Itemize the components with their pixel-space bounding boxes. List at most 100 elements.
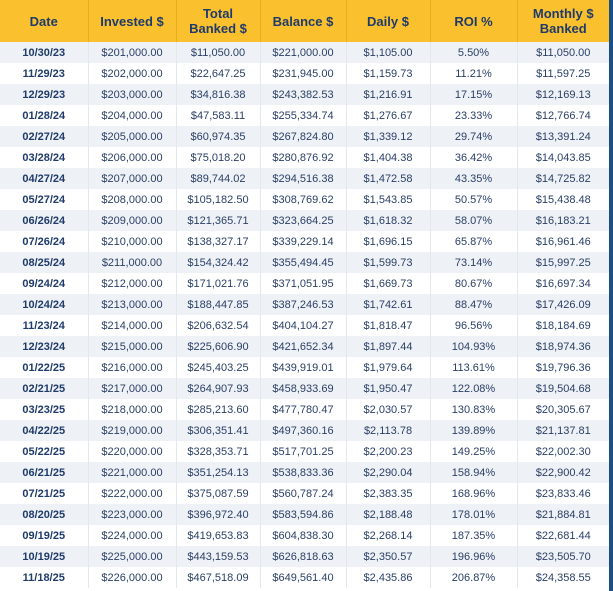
cell-roi[interactable]: 50.57% <box>430 189 518 210</box>
cell-date[interactable]: 08/20/25 <box>0 504 89 525</box>
cell-invested[interactable]: $218,000.00 <box>88 399 177 420</box>
cell-total-banked[interactable]: $375,087.59 <box>176 483 261 504</box>
cell-date[interactable]: 07/26/24 <box>0 231 89 252</box>
cell-balance[interactable]: $458,933.69 <box>260 378 347 399</box>
cell-monthly-banked[interactable]: $13,391.24 <box>517 126 609 147</box>
cell-monthly-banked[interactable]: $21,884.81 <box>517 504 609 525</box>
cell-roi[interactable]: 206.87% <box>430 567 518 588</box>
cell-monthly-banked[interactable]: $15,997.25 <box>517 252 609 273</box>
cell-date[interactable]: 09/19/25 <box>0 525 89 546</box>
cell-total-banked[interactable]: $264,907.93 <box>176 378 261 399</box>
cell-balance[interactable]: $255,334.74 <box>260 105 347 126</box>
cell-total-banked[interactable]: $419,653.83 <box>176 525 261 546</box>
cell-monthly-banked[interactable]: $24,358.55 <box>517 567 609 588</box>
cell-invested[interactable]: $211,000.00 <box>88 252 177 273</box>
cell-invested[interactable]: $209,000.00 <box>88 210 177 231</box>
cell-daily[interactable]: $1,897.44 <box>346 336 431 357</box>
cell-monthly-banked[interactable]: $14,725.82 <box>517 168 609 189</box>
cell-daily[interactable]: $1,618.32 <box>346 210 431 231</box>
cell-total-banked[interactable]: $34,816.38 <box>176 84 261 105</box>
cell-daily[interactable]: $1,950.47 <box>346 378 431 399</box>
cell-roi[interactable]: 139.89% <box>430 420 518 441</box>
cell-date[interactable]: 06/26/24 <box>0 210 89 231</box>
cell-monthly-banked[interactable]: $18,184.69 <box>517 315 609 336</box>
cell-roi[interactable]: 36.42% <box>430 147 518 168</box>
cell-date[interactable]: 10/30/23 <box>0 42 89 63</box>
cell-roi[interactable]: 104.93% <box>430 336 518 357</box>
cell-total-banked[interactable]: $60,974.35 <box>176 126 261 147</box>
header-monthly-banked[interactable]: Monthly $ Banked <box>517 0 609 42</box>
cell-total-banked[interactable]: $89,744.02 <box>176 168 261 189</box>
cell-daily[interactable]: $2,200.23 <box>346 441 431 462</box>
cell-daily[interactable]: $2,350.57 <box>346 546 431 567</box>
cell-daily[interactable]: $1,159.73 <box>346 63 431 84</box>
cell-invested[interactable]: $202,000.00 <box>88 63 177 84</box>
cell-total-banked[interactable]: $75,018.20 <box>176 147 261 168</box>
cell-balance[interactable]: $421,652.34 <box>260 336 347 357</box>
cell-balance[interactable]: $649,561.40 <box>260 567 347 588</box>
cell-monthly-banked[interactable]: $21,137.81 <box>517 420 609 441</box>
header-roi[interactable]: ROI % <box>430 0 518 42</box>
cell-monthly-banked[interactable]: $22,681.44 <box>517 525 609 546</box>
cell-date[interactable]: 09/24/24 <box>0 273 89 294</box>
cell-daily[interactable]: $2,290.04 <box>346 462 431 483</box>
cell-date[interactable]: 05/22/25 <box>0 441 89 462</box>
cell-balance[interactable]: $439,919.01 <box>260 357 347 378</box>
cell-invested[interactable]: $220,000.00 <box>88 441 177 462</box>
cell-date[interactable]: 10/19/25 <box>0 546 89 567</box>
cell-daily[interactable]: $1,543.85 <box>346 189 431 210</box>
cell-total-banked[interactable]: $225,606.90 <box>176 336 261 357</box>
cell-roi[interactable]: 29.74% <box>430 126 518 147</box>
cell-date[interactable]: 08/25/24 <box>0 252 89 273</box>
cell-roi[interactable]: 196.96% <box>430 546 518 567</box>
cell-date[interactable]: 03/28/24 <box>0 147 89 168</box>
cell-roi[interactable]: 149.25% <box>430 441 518 462</box>
cell-daily[interactable]: $1,276.67 <box>346 105 431 126</box>
cell-invested[interactable]: $206,000.00 <box>88 147 177 168</box>
cell-date[interactable]: 11/29/23 <box>0 63 89 84</box>
cell-monthly-banked[interactable]: $11,050.00 <box>517 42 609 63</box>
cell-monthly-banked[interactable]: $19,504.68 <box>517 378 609 399</box>
cell-total-banked[interactable]: $396,972.40 <box>176 504 261 525</box>
cell-invested[interactable]: $223,000.00 <box>88 504 177 525</box>
cell-total-banked[interactable]: $121,365.71 <box>176 210 261 231</box>
header-invested[interactable]: Invested $ <box>88 0 177 42</box>
cell-invested[interactable]: $212,000.00 <box>88 273 177 294</box>
header-date[interactable]: Date <box>0 0 89 42</box>
cell-invested[interactable]: $208,000.00 <box>88 189 177 210</box>
cell-invested[interactable]: $224,000.00 <box>88 525 177 546</box>
cell-invested[interactable]: $210,000.00 <box>88 231 177 252</box>
header-balance[interactable]: Balance $ <box>260 0 347 42</box>
cell-monthly-banked[interactable]: $20,305.67 <box>517 399 609 420</box>
cell-monthly-banked[interactable]: $14,043.85 <box>517 147 609 168</box>
cell-balance[interactable]: $604,838.30 <box>260 525 347 546</box>
cell-daily[interactable]: $1,979.64 <box>346 357 431 378</box>
cell-date[interactable]: 04/22/25 <box>0 420 89 441</box>
cell-roi[interactable]: 23.33% <box>430 105 518 126</box>
cell-monthly-banked[interactable]: $23,833.46 <box>517 483 609 504</box>
cell-daily[interactable]: $1,742.61 <box>346 294 431 315</box>
cell-daily[interactable]: $2,030.57 <box>346 399 431 420</box>
cell-date[interactable]: 04/27/24 <box>0 168 89 189</box>
cell-invested[interactable]: $205,000.00 <box>88 126 177 147</box>
cell-roi[interactable]: 88.47% <box>430 294 518 315</box>
cell-monthly-banked[interactable]: $16,183.21 <box>517 210 609 231</box>
cell-roi[interactable]: 73.14% <box>430 252 518 273</box>
cell-total-banked[interactable]: $245,403.25 <box>176 357 261 378</box>
cell-daily[interactable]: $2,383.35 <box>346 483 431 504</box>
cell-balance[interactable]: $560,787.24 <box>260 483 347 504</box>
cell-date[interactable]: 12/29/23 <box>0 84 89 105</box>
cell-total-banked[interactable]: $138,327.17 <box>176 231 261 252</box>
cell-total-banked[interactable]: $351,254.13 <box>176 462 261 483</box>
cell-date[interactable]: 01/28/24 <box>0 105 89 126</box>
cell-invested[interactable]: $213,000.00 <box>88 294 177 315</box>
cell-date[interactable]: 10/24/24 <box>0 294 89 315</box>
cell-balance[interactable]: $497,360.16 <box>260 420 347 441</box>
cell-date[interactable]: 02/21/25 <box>0 378 89 399</box>
cell-invested[interactable]: $226,000.00 <box>88 567 177 588</box>
cell-daily[interactable]: $2,188.48 <box>346 504 431 525</box>
cell-roi[interactable]: 168.96% <box>430 483 518 504</box>
cell-invested[interactable]: $215,000.00 <box>88 336 177 357</box>
cell-date[interactable]: 03/23/25 <box>0 399 89 420</box>
cell-daily[interactable]: $1,669.73 <box>346 273 431 294</box>
